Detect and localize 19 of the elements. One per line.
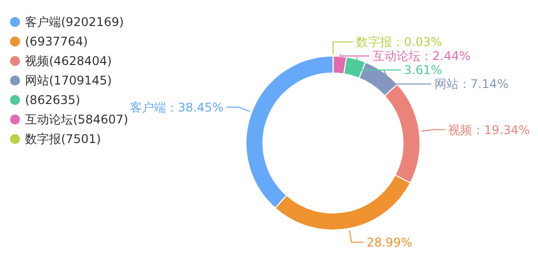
legend-label: 客户端 [25, 15, 61, 30]
text: (862635) [25, 93, 80, 108]
text: (584607) [73, 112, 128, 127]
text: (1709145) [49, 74, 112, 88]
data-label: 3.61% [404, 63, 442, 78]
text: (4628404) [49, 54, 112, 68]
legend-label: 数字报 [25, 132, 61, 146]
category-label: 网站：7.14% [434, 77, 508, 92]
data-label: 28.99% [366, 235, 412, 250]
legend-label: 网站 [25, 74, 49, 88]
text: (9202169) [61, 15, 124, 30]
category-label: 客户端：38.45% [130, 100, 224, 114]
text: (7501) [61, 132, 101, 146]
category-label: 视频：19.34% [448, 122, 530, 137]
text: (6937764) [25, 34, 88, 49]
category-label: 互动论坛：2.44% [372, 49, 471, 64]
category-label: 数字报：0.03% [356, 35, 442, 50]
legend-label: 互动论坛 [25, 112, 73, 127]
legend-label: 视频 [25, 54, 49, 68]
